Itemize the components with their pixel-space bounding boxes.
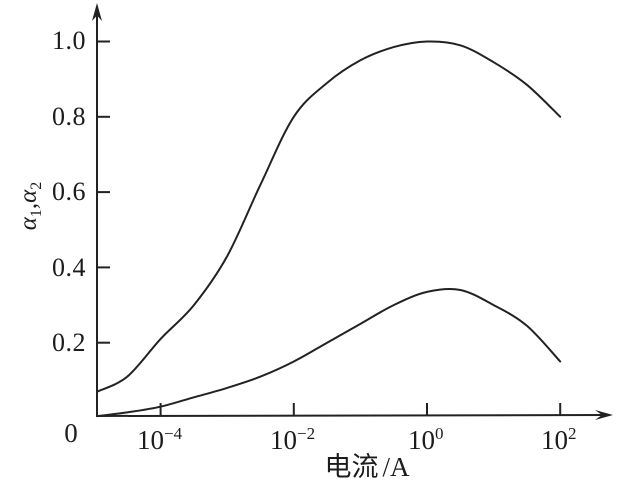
y-tick-label-0.8: 0.8 [52, 102, 86, 131]
curve-alpha1 [96, 40, 562, 393]
x-tick-label-1e-4: 10−4 [137, 424, 182, 456]
x-tick-label-1e-2: 10−2 [270, 424, 315, 456]
x-tick-exponent: 2 [568, 424, 577, 443]
x-axis-title-text: 电流 [324, 452, 379, 482]
x-tick-base: 10 [408, 425, 435, 455]
y-tick-label-0.2: 0.2 [52, 328, 86, 357]
origin-label: 0 [64, 418, 78, 448]
y-axis-title: α1,α2 [13, 150, 45, 262]
x-tick-exponent: 0 [435, 424, 444, 443]
x-axis-title: 电流/A [293, 450, 441, 484]
y-axis-arrow-icon [92, 3, 102, 21]
alpha1-subscript: 1 [28, 209, 45, 218]
x-tick-label-1e2: 102 [541, 424, 577, 456]
x-tick-base: 10 [137, 425, 164, 455]
y-tick-label-0.4: 0.4 [52, 253, 86, 282]
comma: , [15, 202, 42, 210]
alpha2-symbol: α [15, 189, 42, 203]
alpha1-symbol: α [15, 217, 42, 231]
x-axis-arrow-icon [595, 410, 613, 420]
y-tick-label-0.6: 0.6 [52, 177, 86, 206]
y-tick-label-1.0: 1.0 [52, 26, 86, 55]
x-axis-line [95, 414, 607, 417]
x-tick-base: 10 [541, 425, 568, 455]
tick-marks [97, 40, 562, 416]
curves [96, 40, 562, 418]
x-tick-base: 10 [270, 425, 297, 455]
x-tick-exponent: −2 [297, 424, 316, 443]
x-tick-label-1e0: 100 [408, 424, 444, 456]
curve-alpha2 [96, 287, 562, 418]
x-axis-title-unit: /A [382, 452, 410, 482]
alpha2-subscript: 2 [28, 181, 45, 190]
x-tick-exponent: −4 [164, 424, 183, 443]
